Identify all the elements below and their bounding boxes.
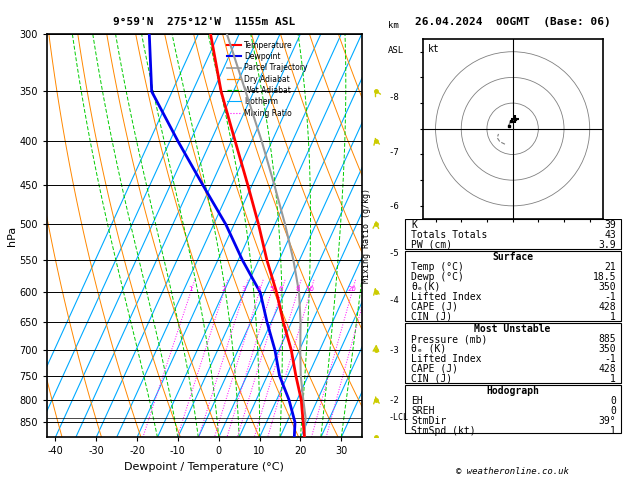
Text: 25: 25 (362, 286, 370, 293)
Text: Temp (°C): Temp (°C) (411, 262, 464, 272)
Text: 1: 1 (610, 426, 616, 436)
Text: 6: 6 (279, 286, 284, 293)
Text: 1: 1 (610, 374, 616, 384)
Text: SREH: SREH (411, 406, 435, 416)
Text: 43: 43 (604, 229, 616, 240)
Text: 9°59'N  275°12'W  1155m ASL: 9°59'N 275°12'W 1155m ASL (113, 17, 296, 27)
Text: 1: 1 (188, 286, 193, 293)
Text: 350: 350 (598, 344, 616, 354)
Text: 20: 20 (347, 286, 357, 293)
Text: kt: kt (428, 44, 440, 54)
Text: 350: 350 (598, 282, 616, 292)
Legend: Temperature, Dewpoint, Parcel Trajectory, Dry Adiabat, Wet Adiabat, Isotherm, Mi: Temperature, Dewpoint, Parcel Trajectory… (224, 38, 310, 121)
Text: -1: -1 (604, 354, 616, 364)
Text: CAPE (J): CAPE (J) (411, 364, 459, 374)
Text: -5: -5 (388, 249, 399, 259)
Text: Most Unstable: Most Unstable (474, 324, 551, 334)
Text: -8: -8 (388, 93, 399, 103)
Text: Hodograph: Hodograph (486, 386, 539, 396)
Text: CAPE (J): CAPE (J) (411, 302, 459, 312)
Text: Pressure (mb): Pressure (mb) (411, 334, 487, 344)
Text: StmSpd (kt): StmSpd (kt) (411, 426, 476, 436)
Text: ASL: ASL (388, 46, 404, 55)
Text: 428: 428 (598, 364, 616, 374)
Text: Totals Totals: Totals Totals (411, 229, 487, 240)
Text: km: km (388, 21, 399, 30)
Text: © weatheronline.co.uk: © weatheronline.co.uk (456, 467, 569, 476)
Text: 3: 3 (242, 286, 247, 293)
Text: 26.04.2024  00GMT  (Base: 06): 26.04.2024 00GMT (Base: 06) (415, 17, 611, 27)
Text: CIN (J): CIN (J) (411, 374, 452, 384)
Text: CIN (J): CIN (J) (411, 312, 452, 322)
Text: -4: -4 (388, 296, 399, 305)
Text: Mixing Ratio (g/kg): Mixing Ratio (g/kg) (362, 188, 372, 283)
Text: -3: -3 (388, 346, 399, 355)
Y-axis label: hPa: hPa (7, 226, 17, 246)
Text: 1: 1 (610, 312, 616, 322)
Text: -7: -7 (388, 148, 399, 157)
Text: -1: -1 (604, 292, 616, 302)
Bar (405, 219, 621, 248)
Text: 39°: 39° (598, 416, 616, 426)
Text: PW (cm): PW (cm) (411, 240, 452, 250)
X-axis label: Dewpoint / Temperature (°C): Dewpoint / Temperature (°C) (125, 462, 284, 472)
Text: -LCL: -LCL (388, 414, 408, 422)
Text: 21: 21 (604, 262, 616, 272)
Text: K: K (411, 220, 417, 230)
Text: Dewp (°C): Dewp (°C) (411, 272, 464, 282)
Text: EH: EH (411, 396, 423, 406)
Text: Lifted Index: Lifted Index (411, 354, 482, 364)
Text: 4: 4 (257, 286, 262, 293)
Text: 8: 8 (295, 286, 299, 293)
Text: 0: 0 (610, 406, 616, 416)
Text: Surface: Surface (492, 252, 533, 262)
Text: Lifted Index: Lifted Index (411, 292, 482, 302)
Text: 428: 428 (598, 302, 616, 312)
Text: 2: 2 (221, 286, 226, 293)
Text: θₑ(K): θₑ(K) (411, 282, 441, 292)
Text: StmDir: StmDir (411, 416, 447, 426)
Text: 39: 39 (604, 220, 616, 230)
Text: θₑ (K): θₑ (K) (411, 344, 447, 354)
Text: 885: 885 (598, 334, 616, 344)
Text: 10: 10 (306, 286, 314, 293)
Bar (405, 323, 621, 382)
Text: 3.9: 3.9 (598, 240, 616, 250)
Text: 18.5: 18.5 (593, 272, 616, 282)
Text: -2: -2 (388, 396, 399, 405)
Bar (405, 251, 621, 321)
Text: 5: 5 (269, 286, 274, 293)
Bar (405, 385, 621, 433)
Text: -6: -6 (388, 202, 399, 210)
Text: 0: 0 (610, 396, 616, 406)
